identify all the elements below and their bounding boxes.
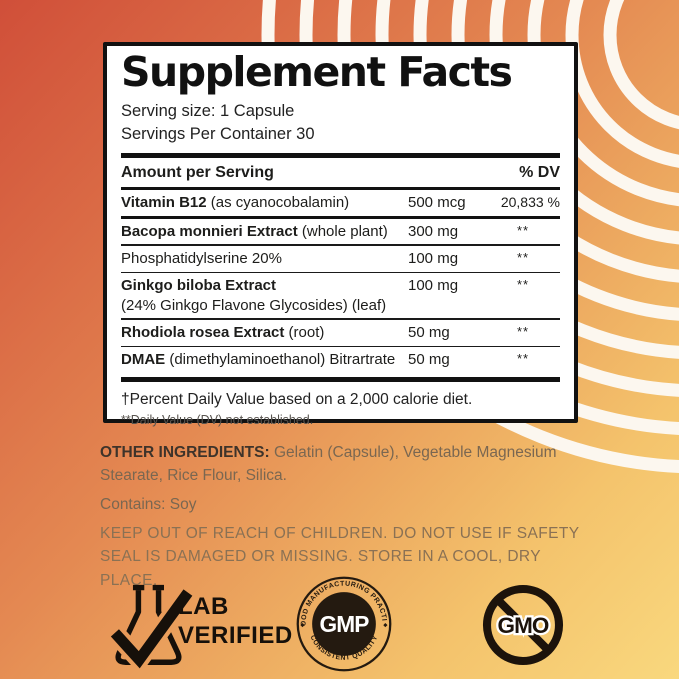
- lab-verified-line2: VERIFIED: [178, 622, 293, 650]
- table-row: Rhodiola rosea Extract (root) 50 mg **: [121, 320, 560, 346]
- table-row: Ginkgo biloba Extract (24% Ginkgo Flavon…: [121, 273, 560, 318]
- divider-thin: [121, 345, 560, 348]
- ingredient-amount: 100 mg: [408, 249, 459, 267]
- ingredient-detail: (as cyanocobalamin): [206, 193, 350, 211]
- ingredient-name: Ginkgo biloba Extract: [121, 277, 277, 295]
- ingredient-name: Bacopa monnieri Extract: [121, 222, 298, 240]
- ingredient-name: DMAE: [121, 351, 166, 369]
- divider-thin: [121, 271, 560, 274]
- divider-heavy: [121, 152, 560, 158]
- warning-text: KEEP OUT OF REACH OF CHILDREN. DO NOT US…: [100, 525, 580, 589]
- divider-thin: [121, 318, 560, 321]
- serving-size: Serving size: 1 Capsule: [121, 101, 295, 120]
- gmo-free-icon: GMO: [482, 584, 564, 666]
- ingredient-dv: **: [516, 277, 530, 293]
- ingredient-dv: **: [516, 324, 530, 340]
- table-row: Vitamin B12 (as cyanocobalamin) 500 mcg …: [121, 190, 560, 216]
- ingredient-detail: (whole plant): [297, 222, 388, 240]
- supplement-facts-panel: Supplement Facts Serving size: 1 Capsule…: [103, 42, 578, 427]
- ingredient-dv: **: [516, 222, 530, 238]
- gmp-center-text: GMP: [319, 611, 369, 637]
- gmp-right-diamond: ◆: [383, 623, 388, 629]
- gmo-text: GMO: [497, 613, 548, 638]
- ingredient-detail: (root): [284, 324, 325, 342]
- divider-medium: [121, 186, 560, 190]
- ingredient-dv: 20,833 %: [500, 193, 560, 210]
- lab-verified-label: LAB VERIFIED: [178, 592, 293, 651]
- divider-heavy: [121, 377, 560, 383]
- ingredient-detail: Phosphatidylserine 20%: [121, 249, 282, 267]
- gmp-seal-icon: GMP GOOD MANUFACTURING PRACTICE CONSISTE…: [296, 576, 392, 672]
- table-row: DMAE (dimethylaminoethanol) Bitrartrate …: [121, 347, 560, 373]
- flask-checkmark-icon: [110, 584, 193, 669]
- ingredient-amount: 100 mg: [408, 277, 459, 295]
- ingredient-amount: 50 mg: [408, 351, 450, 369]
- ingredient-detail-line2: (24% Ginkgo Flavone Glycosides) (leaf): [121, 296, 387, 314]
- other-ingredients-label: OTHER INGREDIENTS:: [100, 444, 270, 461]
- ingredient-dv: **: [516, 249, 530, 265]
- gmp-left-diamond: ◆: [300, 623, 305, 629]
- panel-title: Supplement Facts: [121, 48, 513, 96]
- footnote-not-established: **Daily Value (DV) not established.: [121, 413, 314, 428]
- other-ingredients: OTHER INGREDIENTS: Gelatin (Capsule), Ve…: [100, 441, 574, 488]
- ingredient-name: Vitamin B12: [121, 193, 207, 211]
- divider-medium: [121, 215, 560, 219]
- header-amount-per-serving: Amount per Serving: [121, 163, 274, 181]
- table-row: Bacopa monnieri Extract (whole plant) 30…: [121, 219, 560, 245]
- ingredient-detail: (dimethylaminoethanol) Bitrartrate: [165, 351, 396, 369]
- servings-per-container: Servings Per Container 30: [121, 125, 315, 144]
- ingredient-amount: 500 mcg: [408, 193, 466, 211]
- contains-statement: Contains: Soy: [100, 496, 197, 513]
- ingredient-amount: 50 mg: [408, 324, 450, 342]
- ingredient-dv: **: [516, 351, 530, 367]
- lab-verified-line1: LAB: [178, 593, 229, 620]
- header-percent-dv: % DV: [519, 163, 560, 181]
- other-ingredients-text: Gelatin (Capsule), Vegetable Magnesium S…: [100, 444, 557, 485]
- table-header: Amount per Serving % DV: [121, 158, 560, 187]
- footnote-daily-value: †Percent Daily Value based on a 2,000 ca…: [121, 391, 473, 409]
- divider-thin: [121, 244, 560, 246]
- ingredient-amount: 300 mg: [408, 222, 459, 240]
- table-row: Phosphatidylserine 20% 100 mg **: [121, 246, 560, 272]
- ingredient-name: Rhodiola rosea Extract: [121, 324, 285, 342]
